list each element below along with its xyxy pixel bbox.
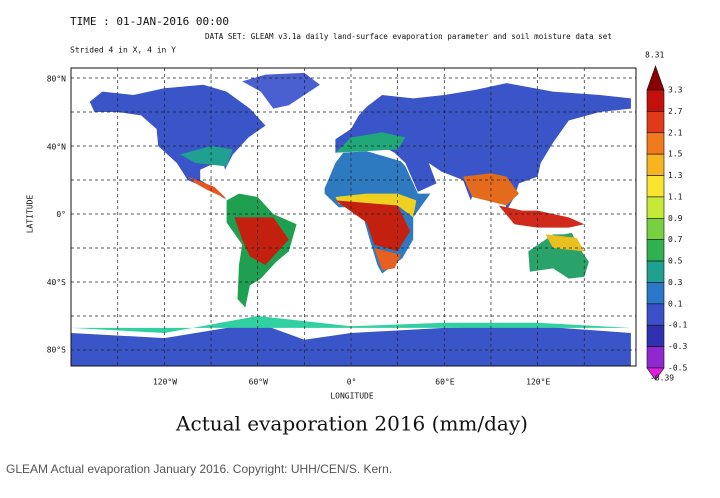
lon-label: 120°W	[153, 378, 177, 387]
colorbar-label: -0.5	[668, 364, 687, 373]
colorbar-label: 1.1	[668, 192, 683, 201]
colorbar-bin	[646, 346, 665, 369]
lat-label: 40°N	[47, 142, 66, 151]
colorbar-label: -0.3	[668, 342, 687, 351]
central-america	[187, 176, 227, 199]
greenland	[242, 72, 320, 109]
colorbar-bin	[646, 239, 665, 262]
colorbar-bin	[646, 132, 665, 155]
lat-label: 40°S	[47, 278, 66, 287]
south-africa	[374, 248, 401, 271]
caption: GLEAM Actual evaporation January 2016. C…	[6, 462, 392, 476]
indonesia	[498, 205, 585, 228]
colorbar: 3.3 2.7 2.1 1.5 1.3 1.1 0.9 0.7 0.5 0.3 0.1 -0.1 -0.…	[645, 51, 687, 383]
antarctic-coast	[71, 316, 631, 333]
colorbar-bin	[646, 282, 665, 305]
lon-label: 60°E	[435, 378, 454, 387]
colorbar-bin	[646, 324, 665, 347]
colorbar-label: 1.3	[668, 171, 683, 180]
lon-label: 60°W	[249, 378, 268, 387]
colorbar-bin	[646, 196, 665, 219]
colorbar-cap	[646, 65, 665, 91]
lat-label: 80°S	[47, 346, 66, 355]
lon-label: 120°E	[526, 378, 550, 387]
amazon	[234, 217, 289, 265]
central-africa	[335, 200, 411, 252]
colorbar-label: 1.5	[668, 150, 683, 159]
colorbar-min: -0.39	[650, 374, 674, 383]
colorbar-label: -0.1	[668, 321, 687, 330]
colorbar-label: 3.3	[668, 86, 683, 95]
us-south	[180, 146, 233, 167]
north-america	[89, 84, 266, 201]
colorbar-max: 8.31	[645, 51, 664, 60]
map-frame	[70, 67, 637, 367]
map	[71, 68, 636, 366]
colorbar-cap	[646, 367, 665, 381]
north-australia	[545, 234, 585, 252]
colorbar-bin	[646, 153, 665, 176]
lat-label: 80°N	[47, 75, 66, 84]
dataset-label: DATA SET: GLEAM v3.1a daily land-surface…	[205, 32, 612, 41]
time-label: TIME : 01-JAN-2016 00:00	[70, 15, 229, 28]
lon-label: 0°	[347, 378, 357, 387]
eurasia	[335, 83, 631, 211]
colorbar-label: 2.7	[668, 107, 683, 116]
colorbar-bin	[646, 111, 665, 134]
colorbar-label: 0.1	[668, 299, 683, 308]
colorbar-label: 0.9	[668, 214, 683, 223]
mediterranean	[335, 132, 406, 153]
colorbar-bin	[646, 218, 665, 240]
figure-title: Actual evaporation 2016 (mm/day)	[175, 412, 528, 436]
lat-label: 0°	[56, 210, 66, 219]
stride-label: Strided 4 in X, 4 in Y	[70, 46, 176, 55]
colorbar-label: 0.5	[668, 257, 683, 266]
x-axis-label: LONGITUDE	[330, 392, 374, 401]
colorbar-label: 2.1	[668, 128, 683, 137]
y-axis-label: LATITUDE	[26, 195, 35, 234]
colorbar-bin	[646, 303, 665, 326]
colorbar-label: 0.7	[668, 235, 683, 244]
colorbar-bin	[646, 89, 665, 112]
colorbar-bin	[646, 260, 665, 283]
colorbar-bin	[646, 175, 665, 198]
colorbar-label: 0.3	[668, 278, 683, 287]
